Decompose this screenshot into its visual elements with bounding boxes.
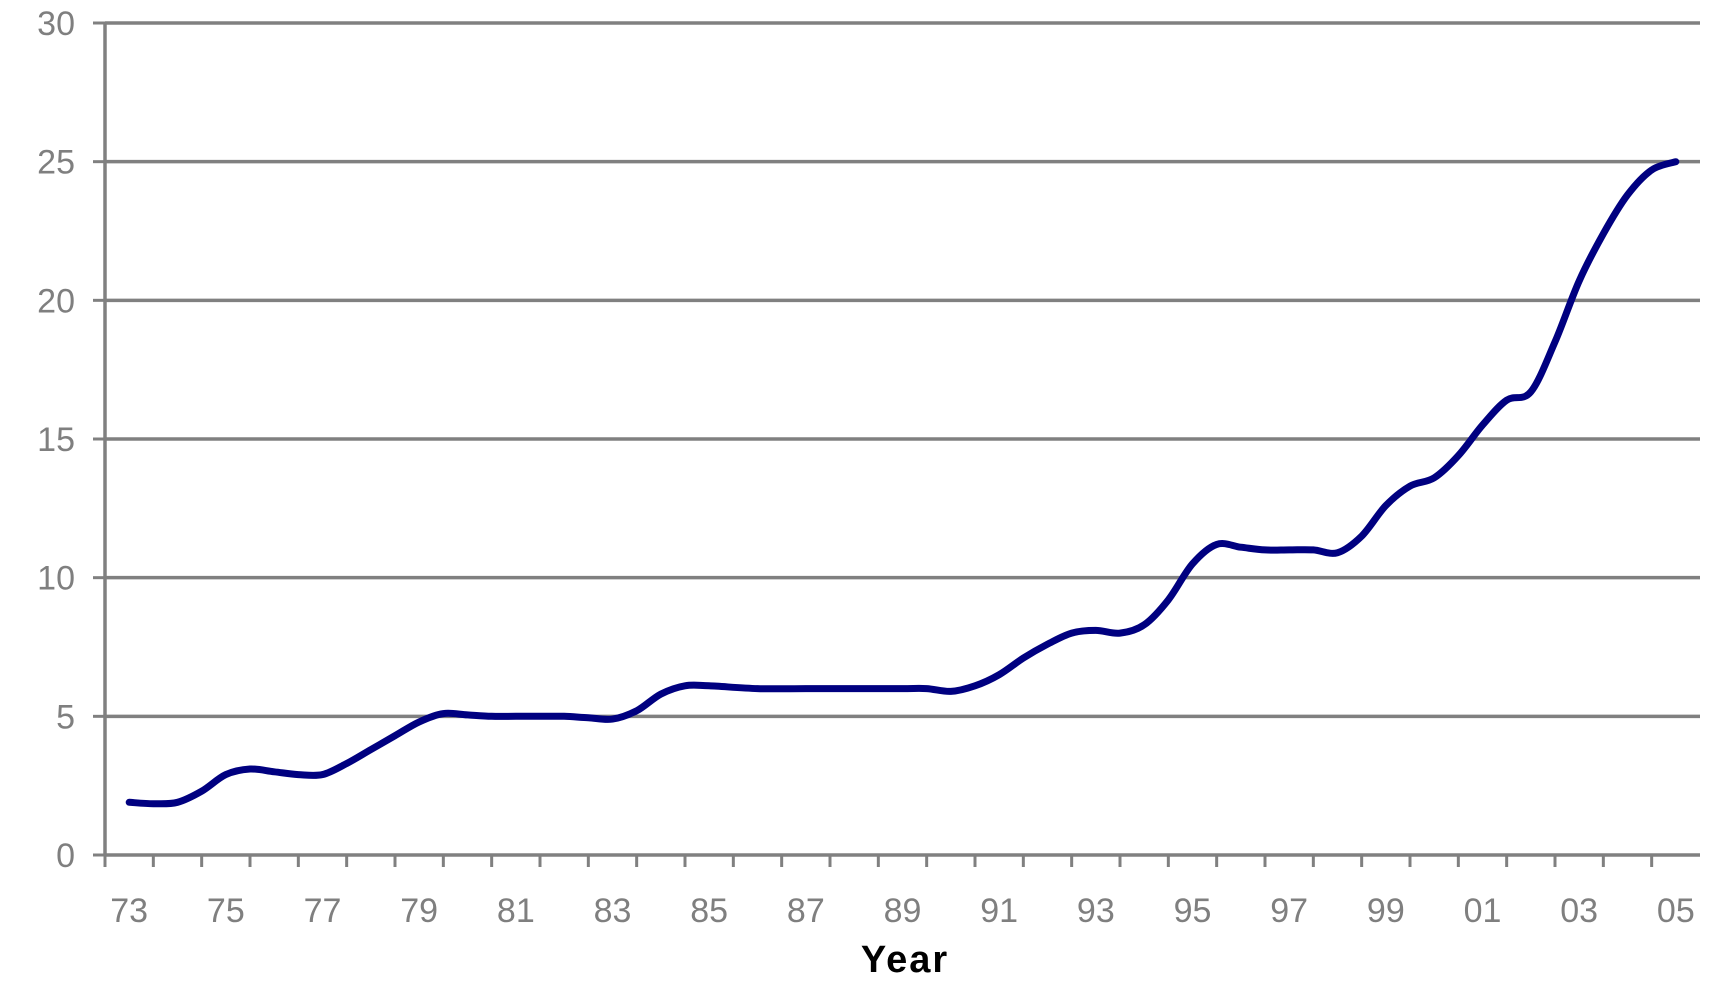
x-tick-label: 05	[1657, 892, 1695, 930]
y-tick-label: 15	[37, 421, 75, 459]
y-tick-label: 30	[37, 5, 75, 43]
x-tick-label: 03	[1560, 892, 1598, 930]
x-tick-label: 75	[207, 892, 245, 930]
y-tick-label: 25	[37, 144, 75, 182]
x-axis-label: Year	[861, 939, 949, 981]
x-tick-label: 89	[884, 892, 922, 930]
y-tick-label: 10	[37, 560, 75, 598]
x-tick-label: 83	[594, 892, 632, 930]
x-tick-label: 81	[497, 892, 535, 930]
gridlines	[105, 21, 1700, 719]
x-tick-label: 77	[304, 892, 342, 930]
x-tick-label: 93	[1077, 892, 1115, 930]
x-axis-ticks: 73 75 77 79 81 83 85 87 89 91 93 95 97 99 01 03 05	[103, 855, 1695, 930]
x-tick-label: 99	[1367, 892, 1405, 930]
y-tick-label: 20	[37, 282, 75, 320]
y-axis-ticks: 0 5 10 15 20 25 30	[37, 5, 105, 875]
y-tick-label: 5	[56, 698, 75, 736]
x-tick-label: 01	[1464, 892, 1502, 930]
x-tick-label: 85	[690, 892, 728, 930]
x-tick-label: 87	[787, 892, 825, 930]
series-line	[125, 158, 1680, 808]
x-tick-label: 91	[980, 892, 1018, 930]
x-tick-label: 97	[1270, 892, 1308, 930]
x-tick-label: 73	[110, 892, 148, 930]
x-tick-label: 95	[1174, 892, 1212, 930]
y-tick-label: 0	[56, 837, 75, 875]
x-tick-label: 79	[400, 892, 438, 930]
